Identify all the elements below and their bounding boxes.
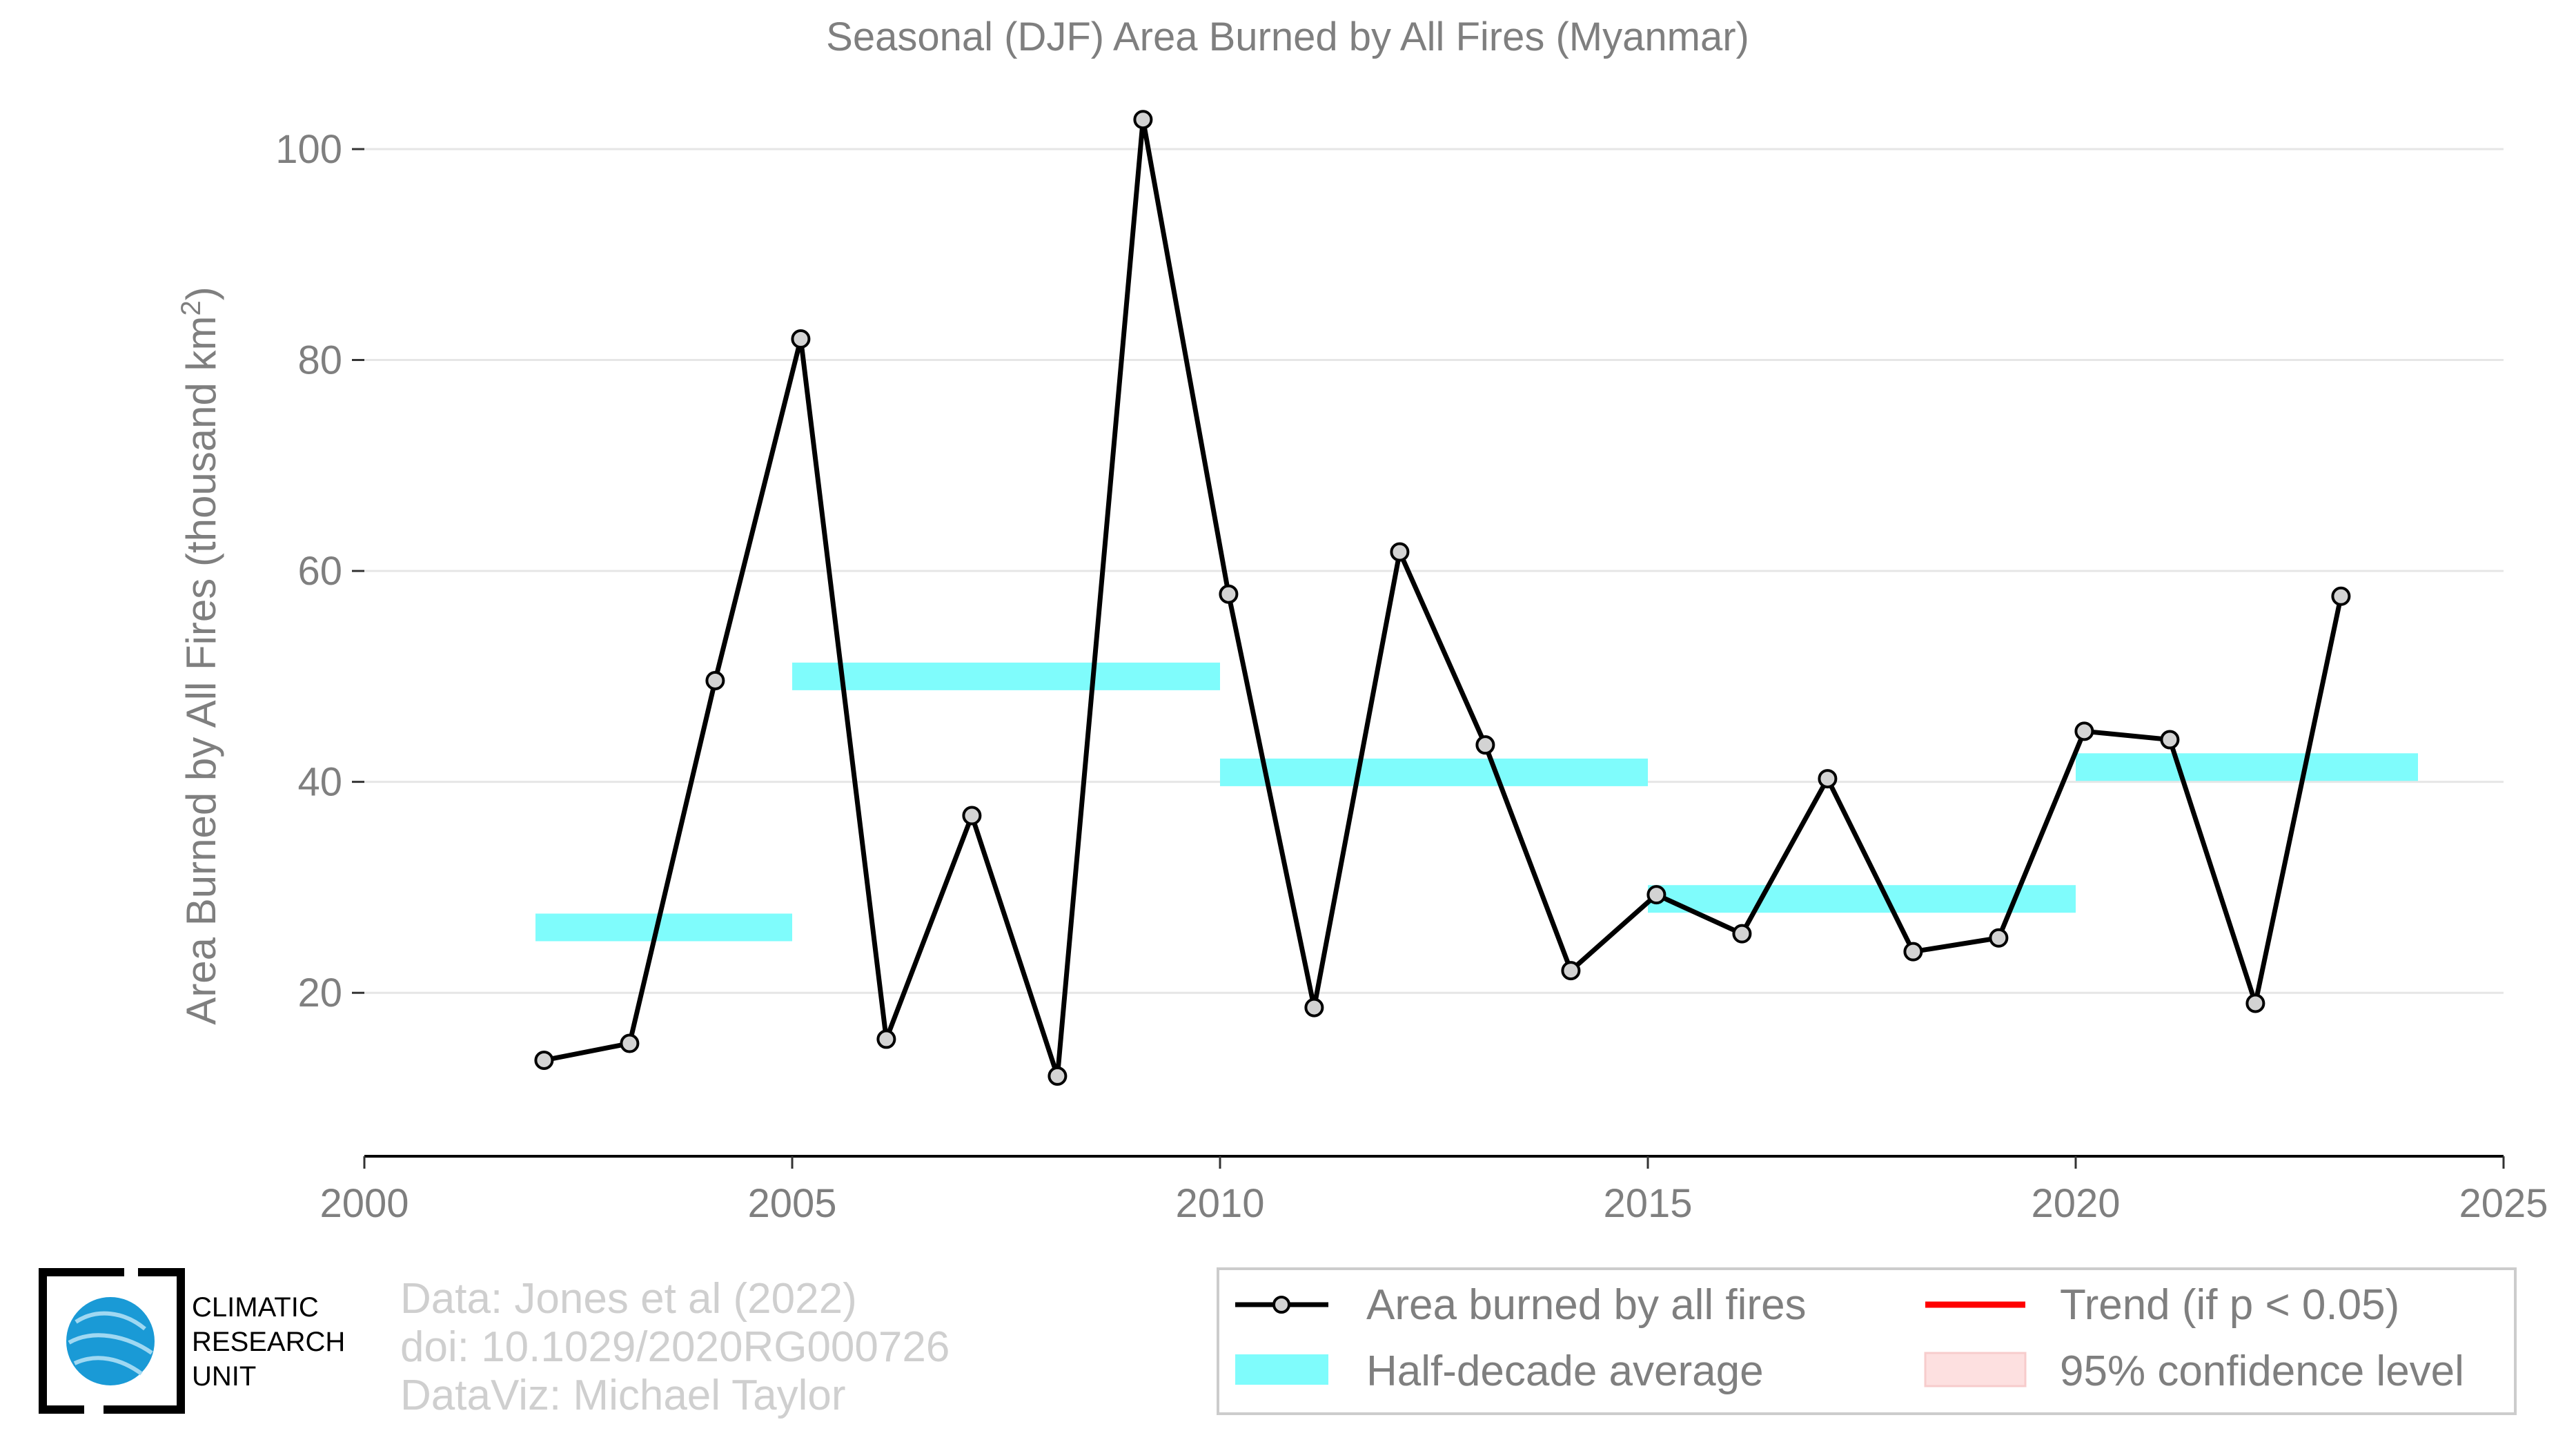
half-decade-bar-3 bbox=[1648, 885, 2076, 913]
half-decade-bar-1 bbox=[792, 662, 1220, 690]
legend-label-confidence: 95% confidence level bbox=[2060, 1347, 2464, 1395]
logo-text-line3: UNIT bbox=[192, 1361, 256, 1392]
legend-marker-area-burned bbox=[1272, 1296, 1290, 1314]
series-line-0 bbox=[543, 117, 2343, 1079]
data-point-0-10 bbox=[1390, 542, 1410, 562]
legend: Area burned by all fires Trend (if p < 0… bbox=[1217, 1267, 2517, 1415]
data-point-0-19 bbox=[2160, 730, 2180, 750]
data-point-0-11 bbox=[1475, 735, 1495, 755]
data-point-0-9 bbox=[1304, 997, 1324, 1017]
y-tick-label-100: 100 bbox=[275, 127, 342, 172]
globe-swirl-icon bbox=[68, 1311, 153, 1376]
x-tick-label-2005: 2005 bbox=[747, 1181, 836, 1226]
legend-label-trend: Trend (if p < 0.05) bbox=[2060, 1281, 2399, 1329]
gridlines bbox=[364, 148, 2504, 994]
y-tick-label-20: 20 bbox=[297, 971, 342, 1015]
legend-swatch-half-decade bbox=[1235, 1354, 1328, 1385]
y-axis: 20 40 60 80 100 bbox=[275, 127, 364, 1015]
y-axis-label-superscript: 2 bbox=[176, 300, 206, 315]
half-decade-bands bbox=[535, 662, 2418, 942]
x-tick-label-2020: 2020 bbox=[2031, 1181, 2120, 1226]
data-point-0-2 bbox=[705, 670, 725, 690]
half-decade-bar-4 bbox=[2076, 753, 2418, 781]
credit-dataviz: DataViz: Michael Taylor bbox=[400, 1372, 846, 1419]
cru-logo: CLIMATIC RESEARCH UNIT bbox=[39, 1268, 345, 1414]
x-tick-label-2025: 2025 bbox=[2459, 1181, 2548, 1226]
data-point-0-5 bbox=[962, 806, 982, 826]
legend-swatch-confidence bbox=[1924, 1352, 2027, 1387]
logo-text-line2: RESEARCH bbox=[192, 1327, 345, 1357]
data-point-0-12 bbox=[1561, 961, 1581, 981]
x-axis: 2000 2005 2010 2015 2020 2025 bbox=[319, 1155, 2548, 1226]
data-point-0-7 bbox=[1133, 110, 1153, 130]
logo-text-line1: CLIMATIC bbox=[192, 1292, 319, 1323]
credit-data-source: Data: Jones et al (2022) bbox=[400, 1275, 857, 1323]
data-point-0-18 bbox=[2074, 721, 2094, 741]
half-decade-bar-2 bbox=[1220, 758, 1648, 786]
legend-label-half-decade: Half-decade average bbox=[1366, 1347, 1764, 1395]
x-tick-label-2015: 2015 bbox=[1603, 1181, 1692, 1226]
y-tick-label-60: 60 bbox=[297, 549, 342, 594]
legend-label-area-burned: Area burned by all fires bbox=[1366, 1281, 1807, 1329]
data-point-0-4 bbox=[876, 1029, 896, 1049]
data-point-0-15 bbox=[1818, 769, 1838, 789]
legend-frame bbox=[1217, 1267, 2517, 1415]
chart-title: Seasonal (DJF) Area Burned by All Fires … bbox=[826, 14, 1749, 59]
y-axis-label-text: Area Burned by All Fires (thousand km bbox=[178, 316, 224, 1025]
data-point-0-16 bbox=[1903, 942, 1923, 962]
data-point-0-17 bbox=[1989, 928, 2009, 948]
y-axis-label-suffix: ) bbox=[178, 286, 224, 300]
data-point-0-8 bbox=[1219, 584, 1239, 604]
data-point-0-13 bbox=[1646, 885, 1666, 905]
data-point-0-21 bbox=[2331, 586, 2351, 606]
x-tick-label-2010: 2010 bbox=[1175, 1181, 1264, 1226]
x-tick-label-2000: 2000 bbox=[319, 1181, 409, 1226]
y-tick-label-40: 40 bbox=[297, 760, 342, 805]
series-layer bbox=[534, 110, 2351, 1086]
data-point-0-20 bbox=[2245, 993, 2265, 1013]
data-point-0-0 bbox=[534, 1050, 554, 1070]
data-point-0-14 bbox=[1732, 924, 1752, 944]
data-point-0-3 bbox=[791, 329, 811, 349]
logo-bracket-right bbox=[104, 1268, 185, 1414]
logo-bracket-left bbox=[39, 1268, 124, 1414]
y-tick-label-80: 80 bbox=[297, 338, 342, 383]
y-axis-label: Area Burned by All Fires (thousand km2) bbox=[176, 286, 224, 1024]
data-point-0-1 bbox=[620, 1033, 640, 1053]
half-decade-bar-0 bbox=[535, 913, 792, 942]
credit-doi: doi: 10.1029/2020RG000726 bbox=[400, 1323, 950, 1371]
data-point-0-6 bbox=[1048, 1066, 1068, 1086]
